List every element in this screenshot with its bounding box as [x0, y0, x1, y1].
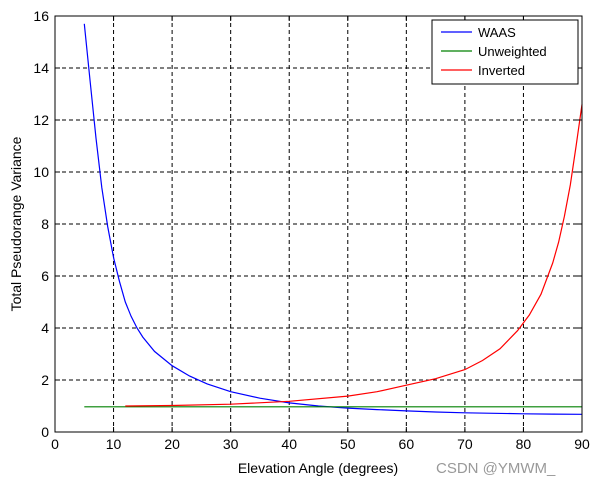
x-tick-label: 20	[164, 436, 180, 452]
y-tick-label: 16	[33, 8, 49, 24]
legend: WAAS Unweighted Inverted	[432, 20, 578, 84]
x-tick-labels: 0 10 20 30 40 50 60 70 80 90	[51, 436, 590, 452]
y-tick-label: 10	[33, 164, 49, 180]
y-tick-label: 2	[41, 372, 49, 388]
x-tick-label: 80	[516, 436, 532, 452]
x-tick-label: 10	[106, 436, 122, 452]
legend-label-waas: WAAS	[478, 25, 516, 40]
x-tick-label: 30	[223, 436, 239, 452]
y-axis-title: Total Pseudorange Variance	[8, 136, 24, 311]
x-tick-label: 60	[399, 436, 415, 452]
y-tick-label: 12	[33, 112, 49, 128]
x-tick-label: 40	[281, 436, 297, 452]
y-tick-label: 4	[41, 320, 49, 336]
x-axis-title: Elevation Angle (degrees)	[238, 460, 398, 476]
legend-label-unweighted: Unweighted	[478, 44, 547, 59]
x-tick-label: 70	[457, 436, 473, 452]
y-tick-labels: 0 2 4 6 8 10 12 14 16	[33, 8, 49, 440]
y-tick-label: 6	[41, 268, 49, 284]
x-tick-label: 50	[340, 436, 356, 452]
watermark-text: CSDN @YMWM_	[436, 460, 556, 477]
y-tick-label: 14	[33, 60, 49, 76]
legend-label-inverted: Inverted	[478, 63, 525, 78]
y-tick-label: 0	[41, 424, 49, 440]
y-tick-label: 8	[41, 216, 49, 232]
x-tick-label: 90	[574, 436, 590, 452]
x-tick-label: 0	[51, 436, 59, 452]
